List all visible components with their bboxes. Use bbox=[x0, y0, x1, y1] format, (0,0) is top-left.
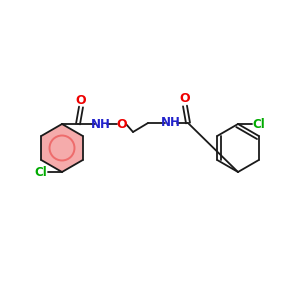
Text: NH: NH bbox=[161, 116, 181, 130]
Text: Cl: Cl bbox=[34, 166, 47, 178]
Text: O: O bbox=[180, 92, 190, 106]
Polygon shape bbox=[41, 124, 83, 172]
Text: O: O bbox=[76, 94, 86, 106]
Text: NH: NH bbox=[91, 118, 111, 130]
Text: O: O bbox=[117, 118, 127, 130]
Text: Cl: Cl bbox=[253, 118, 266, 130]
